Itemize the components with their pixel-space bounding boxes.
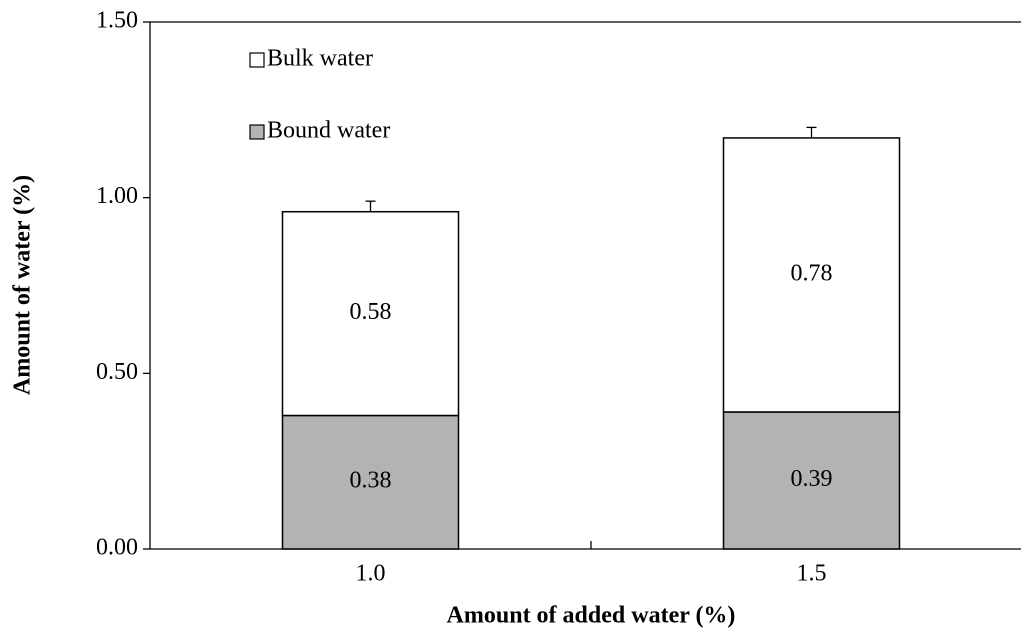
data-label: 0.38 [350, 468, 392, 494]
y-tick-label: 1.00 [96, 183, 138, 209]
legend-label: Bulk water [267, 46, 373, 72]
bar-segment [281, 414, 460, 550]
y-tick-label: 0.50 [96, 359, 138, 385]
x-tick-label: 1.5 [797, 561, 827, 587]
bar-segment [722, 137, 901, 413]
legend-swatch [249, 124, 265, 140]
x-axis-title: Amount of added water (%) [447, 603, 736, 629]
data-label: 0.39 [791, 466, 833, 492]
legend-label: Bound water [267, 118, 390, 144]
bar-segment [281, 210, 460, 417]
data-label: 0.58 [350, 299, 392, 325]
y-axis-title: Amount of water (%) [10, 175, 36, 395]
x-tick-label: 1.0 [356, 561, 386, 587]
legend-swatch [249, 52, 265, 68]
data-label: 0.78 [791, 260, 833, 286]
y-tick-label: 1.50 [96, 8, 138, 34]
y-tick-label: 0.00 [96, 535, 138, 561]
